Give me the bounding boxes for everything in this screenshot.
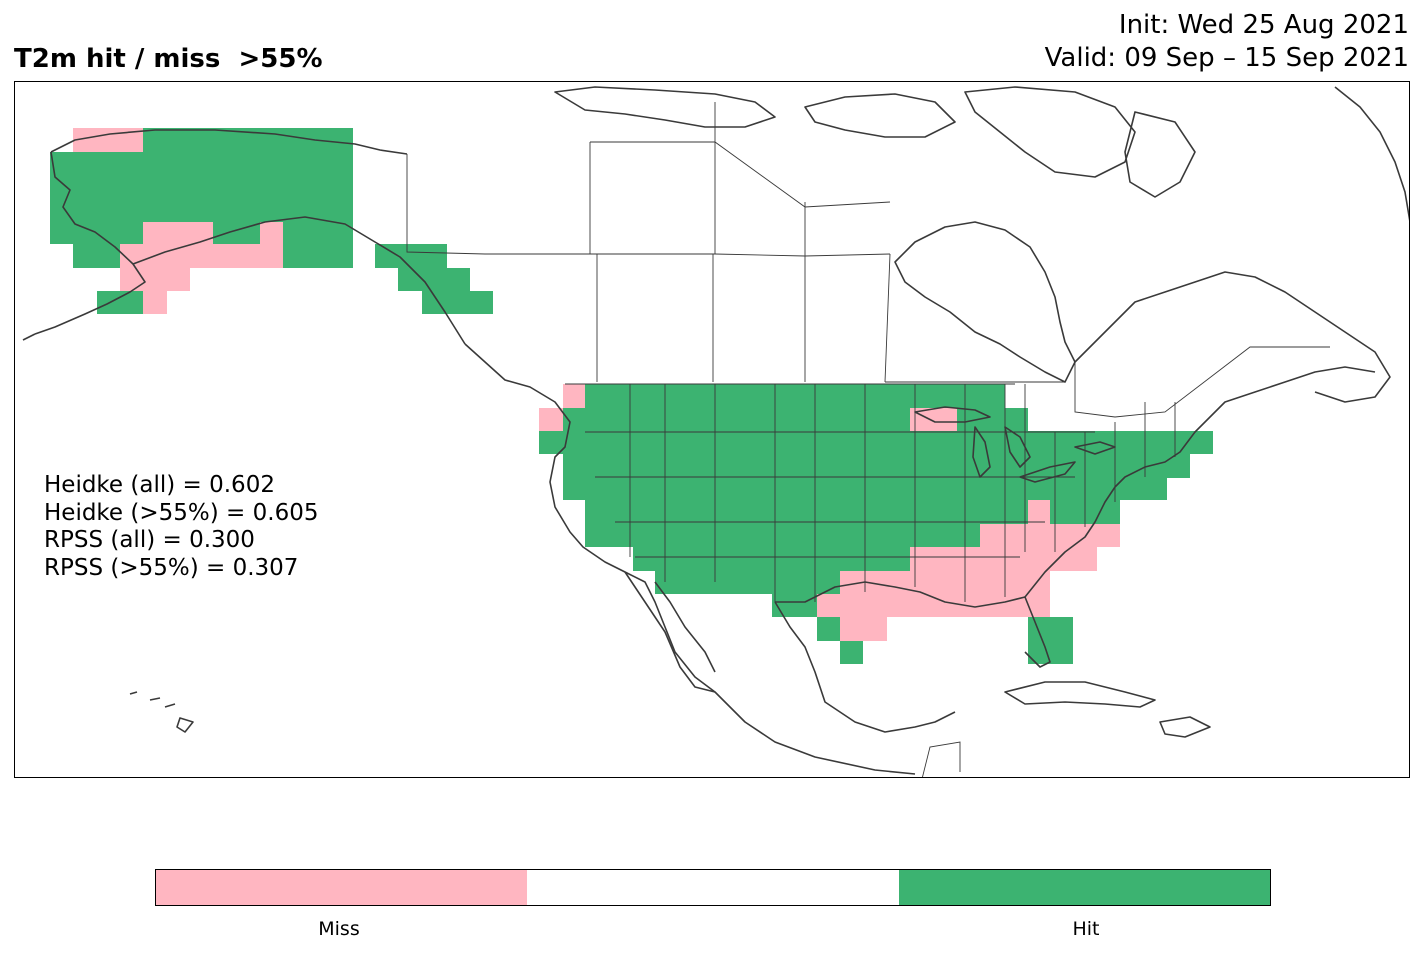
hit-cell bbox=[563, 454, 1190, 478]
miss-cell bbox=[910, 547, 1097, 571]
miss-cell bbox=[260, 222, 283, 244]
coastlines bbox=[22, 86, 1409, 775]
miss-cell bbox=[910, 571, 1050, 594]
valid-period: Valid: 09 Sep – 15 Sep 2021 bbox=[1044, 43, 1409, 73]
hit-cell bbox=[772, 594, 817, 617]
hit-cell bbox=[398, 268, 470, 291]
hit-cell bbox=[97, 291, 143, 314]
hit-cell bbox=[957, 408, 1028, 431]
skill-scores: Heidke (all) = 0.602 Heidke (>55%) = 0.6… bbox=[44, 472, 318, 582]
miss-cell bbox=[120, 244, 283, 268]
colorbar bbox=[155, 869, 1271, 906]
political-borders bbox=[406, 102, 1330, 777]
hit-cell bbox=[539, 431, 1213, 454]
hit-cell bbox=[840, 641, 863, 664]
hit-cell bbox=[1073, 431, 1213, 454]
hit-cell bbox=[563, 408, 910, 431]
rpss-all: RPSS (all) = 0.300 bbox=[44, 527, 255, 553]
hit-cell bbox=[633, 547, 910, 571]
map-title: T2m hit / miss >55% bbox=[14, 44, 323, 74]
hit-cell bbox=[817, 617, 840, 641]
miss-cell bbox=[980, 524, 1120, 547]
colorbar-miss-label: Miss bbox=[318, 918, 360, 940]
forecast-cells bbox=[50, 128, 1213, 664]
hit-cell bbox=[1028, 641, 1073, 664]
hit-cell bbox=[1028, 617, 1073, 641]
init-date: Init: Wed 25 Aug 2021 bbox=[1118, 10, 1409, 40]
map-panel bbox=[14, 81, 1410, 778]
miss-cell bbox=[840, 571, 910, 594]
miss-cell bbox=[563, 384, 585, 408]
hit-cell bbox=[283, 222, 353, 244]
miss-cell bbox=[539, 408, 563, 431]
colorbar-hit bbox=[898, 870, 1270, 905]
miss-cell bbox=[840, 617, 887, 641]
hit-cell bbox=[585, 524, 980, 547]
hit-cell bbox=[283, 244, 353, 268]
colorbar-miss bbox=[156, 870, 528, 905]
miss-cell bbox=[910, 408, 957, 431]
miss-cell bbox=[120, 268, 190, 291]
north-america-map bbox=[22, 86, 1409, 777]
rpss-55: RPSS (>55%) = 0.307 bbox=[44, 554, 299, 581]
heidke-55: Heidke (>55%) = 0.605 bbox=[44, 499, 319, 526]
colorbar-neutral bbox=[527, 870, 899, 905]
hit-cell bbox=[585, 384, 1005, 408]
hit-cell bbox=[422, 291, 493, 314]
hit-cell bbox=[375, 244, 447, 268]
hit-cell bbox=[585, 500, 1028, 524]
miss-cell bbox=[143, 222, 213, 244]
miss-cell bbox=[1028, 500, 1050, 524]
miss-cell bbox=[817, 594, 887, 617]
heidke-all: Heidke (all) = 0.602 bbox=[44, 472, 275, 498]
hit-cell bbox=[50, 152, 353, 222]
hit-cell bbox=[655, 571, 840, 594]
colorbar-hit-label: Hit bbox=[1072, 918, 1100, 940]
miss-cell bbox=[143, 291, 167, 314]
hit-cell bbox=[73, 244, 120, 268]
